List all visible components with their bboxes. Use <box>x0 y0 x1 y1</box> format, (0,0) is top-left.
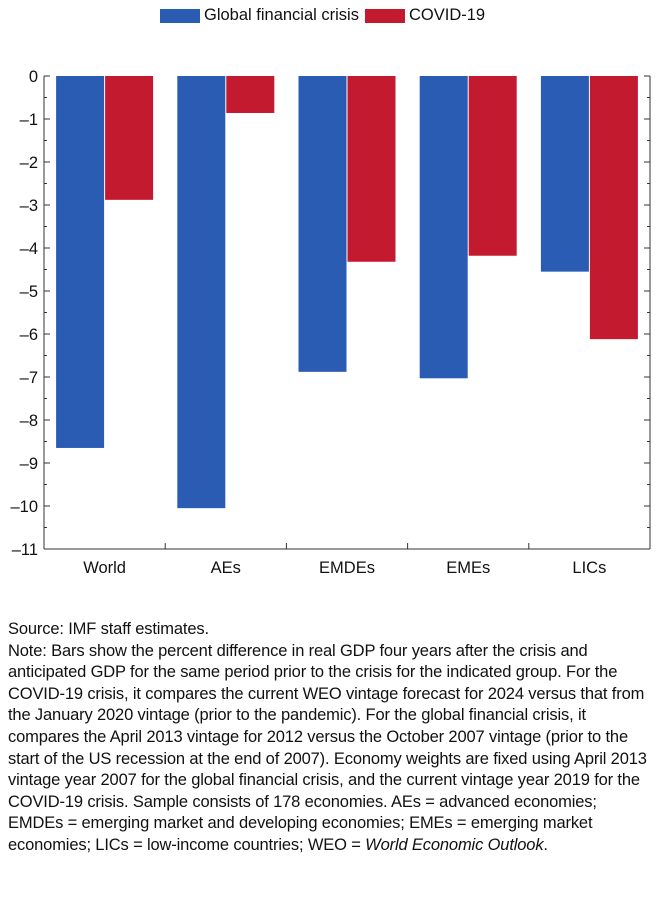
chart-legend: Global financial crisis COVID-19 <box>160 6 491 25</box>
legend-swatch-covid <box>364 8 405 23</box>
legend-item-gfc: Global financial crisis <box>160 6 359 25</box>
y-tick-label: –10 <box>10 498 38 516</box>
y-tick-label: 0 <box>29 68 38 86</box>
explanatory-note: Note: Bars show the percent difference i… <box>8 641 653 857</box>
note-italic-text: World Economic Outlook <box>365 835 544 854</box>
bar-gfc-world <box>56 76 105 448</box>
source-note: Source: IMF staff estimates. <box>8 620 209 638</box>
y-tick-label: –7 <box>20 369 38 387</box>
note-end: . <box>543 835 548 854</box>
x-tick-label: EMEs <box>446 559 490 577</box>
bar-covid-lics <box>589 76 638 340</box>
chart-notes: Source: IMF staff estimates. Note: Bars … <box>8 619 653 857</box>
bar-covid-world <box>105 76 154 200</box>
bar-gfc-lics <box>540 76 589 272</box>
legend-label-gfc: Global financial crisis <box>204 6 359 24</box>
legend-swatch-gfc <box>160 8 200 23</box>
bar-gfc-emes <box>419 76 468 379</box>
x-tick-label: World <box>83 559 126 577</box>
y-tick-label: –5 <box>20 283 38 301</box>
x-tick-label: EMDEs <box>319 559 375 577</box>
y-tick-label: –6 <box>20 326 38 344</box>
y-tick-label: –3 <box>20 197 38 215</box>
note-text: Note: Bars show the percent difference i… <box>8 641 647 854</box>
y-tick-label: –1 <box>20 111 38 129</box>
legend-item-covid: COVID-19 <box>364 6 486 25</box>
y-tick-label: –11 <box>12 541 38 559</box>
y-tick-label: –2 <box>20 154 38 172</box>
bar-covid-aes <box>226 76 275 113</box>
bar-covid-emes <box>468 76 517 256</box>
y-tick-label: –9 <box>20 455 38 473</box>
legend-label-covid: COVID-19 <box>408 6 486 24</box>
bar-gfc-aes <box>177 76 226 509</box>
bar-chart: World AEs EMDEs EMEs LICs 0 –1 –2 –3 –4 –5 –6 –7 –8 –9… <box>10 68 651 577</box>
x-tick-label: LICs <box>572 559 606 577</box>
y-tick-label: –4 <box>20 240 38 258</box>
x-tick-label: AEs <box>211 559 241 577</box>
bar-gfc-emdes <box>298 76 347 372</box>
bar-covid-emdes <box>347 76 396 262</box>
y-tick-label: –8 <box>20 412 38 430</box>
